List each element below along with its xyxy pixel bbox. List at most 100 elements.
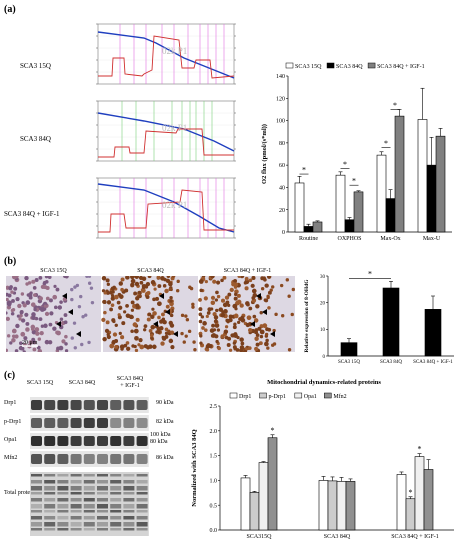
legend-label: Opa1 — [304, 394, 317, 400]
cell-nucleus — [120, 287, 124, 292]
cell-nucleus — [19, 341, 23, 345]
blot-band — [57, 400, 69, 410]
y-tick-label: 0 — [282, 230, 285, 236]
cell-nucleus — [210, 276, 215, 279]
cell-nucleus — [198, 307, 203, 312]
arrowhead-icon — [250, 321, 255, 327]
total-protein-band — [31, 492, 42, 495]
bar — [312, 221, 323, 233]
cell-nucleus — [20, 292, 25, 296]
cell-nucleus — [215, 308, 219, 313]
cell-nucleus — [32, 347, 37, 352]
cell-nucleus — [109, 343, 115, 349]
cell-nucleus — [206, 311, 211, 315]
cell-nucleus — [151, 307, 155, 311]
trace-label-84q-igf: SCA3 84Q + IGF-1 — [4, 210, 60, 218]
cell-nucleus — [161, 312, 165, 317]
cell-nucleus — [251, 296, 256, 300]
cell-nucleus — [224, 295, 230, 300]
total-protein-band — [70, 474, 82, 477]
cell-nucleus — [244, 279, 250, 285]
cell-nucleus — [271, 285, 275, 289]
cell-nucleus — [211, 333, 216, 338]
cell-nucleus — [141, 276, 147, 281]
blot-band — [97, 400, 108, 410]
cell-nucleus — [52, 294, 58, 300]
cell-nucleus — [25, 321, 30, 326]
cell-nucleus — [124, 288, 129, 293]
trace-watermark: 02k P1 — [162, 200, 187, 210]
legend-label: Drp1 — [239, 394, 251, 400]
cell-nucleus — [112, 319, 116, 324]
cell-nucleus — [228, 314, 233, 319]
cell-nucleus — [125, 276, 130, 280]
blot-band — [83, 400, 95, 410]
bar — [394, 115, 405, 233]
total-protein-band — [83, 486, 95, 491]
blot-band — [57, 436, 69, 446]
cell-nucleus — [156, 276, 161, 280]
cell-nucleus — [187, 329, 192, 334]
total-protein-band — [70, 504, 82, 509]
blot-band — [136, 400, 148, 410]
cell-nucleus — [87, 340, 91, 345]
total-protein-band — [44, 474, 56, 477]
significance-star: * — [368, 270, 372, 279]
bar — [376, 154, 387, 233]
cell-nucleus — [22, 303, 27, 308]
blot-band — [44, 400, 56, 410]
blot-band — [110, 454, 122, 464]
cell-nucleus — [184, 314, 188, 318]
cell-nucleus — [110, 303, 115, 307]
wb-lane-84q: SCA3 84Q — [68, 380, 96, 386]
bar — [327, 480, 338, 531]
cell-nucleus — [234, 307, 238, 311]
cell-nucleus — [216, 280, 221, 285]
cell-nucleus — [30, 327, 35, 331]
blot-band — [70, 436, 82, 446]
cell-nucleus — [106, 282, 110, 286]
cell-nucleus — [48, 340, 53, 345]
blot-band — [70, 418, 82, 428]
blot-band — [31, 454, 42, 464]
bar — [382, 287, 400, 357]
total-protein-band — [31, 522, 42, 527]
bar — [417, 119, 428, 233]
cell-nucleus — [168, 281, 173, 287]
cell-nucleus — [239, 337, 244, 342]
significance-star: * — [418, 445, 422, 454]
micrograph-caption-84q: SCA3 84Q — [137, 268, 164, 274]
cell-nucleus — [73, 346, 77, 350]
cell-nucleus — [90, 300, 95, 305]
bar — [423, 469, 434, 531]
y-tick-label: 80 — [279, 141, 285, 147]
cell-nucleus — [192, 340, 196, 344]
cell-nucleus — [31, 279, 36, 284]
cell-nucleus — [232, 341, 237, 345]
y-axis-label: O2 flux (pmol/(s*ml)) — [261, 124, 268, 184]
cell-nucleus — [150, 324, 156, 330]
total-protein-band — [123, 492, 135, 495]
cell-nucleus — [235, 348, 240, 352]
cell-nucleus — [152, 297, 156, 302]
arrowhead-icon — [62, 293, 67, 299]
total-protein-band — [57, 504, 69, 509]
cell-nucleus — [55, 287, 60, 292]
cell-nucleus — [156, 329, 161, 335]
cell-nucleus — [198, 319, 203, 324]
arrowhead-icon — [76, 331, 81, 337]
cell-nucleus — [84, 313, 88, 317]
cell-nucleus — [64, 342, 68, 346]
cell-nucleus — [265, 338, 269, 343]
cell-nucleus — [53, 305, 58, 310]
trace-o2-concentration-line — [97, 31, 235, 79]
oxygraph-trace-15q: 02k P1 — [96, 23, 236, 85]
cell-nucleus — [220, 278, 224, 283]
cell-nucleus — [214, 298, 219, 302]
total-protein-band — [57, 498, 69, 502]
total-protein-band — [70, 510, 82, 513]
blot-band — [57, 418, 69, 428]
x-tick-label: SCA3 84Q — [324, 534, 351, 540]
cell-nucleus — [232, 345, 237, 350]
cell-nucleus — [30, 302, 36, 307]
